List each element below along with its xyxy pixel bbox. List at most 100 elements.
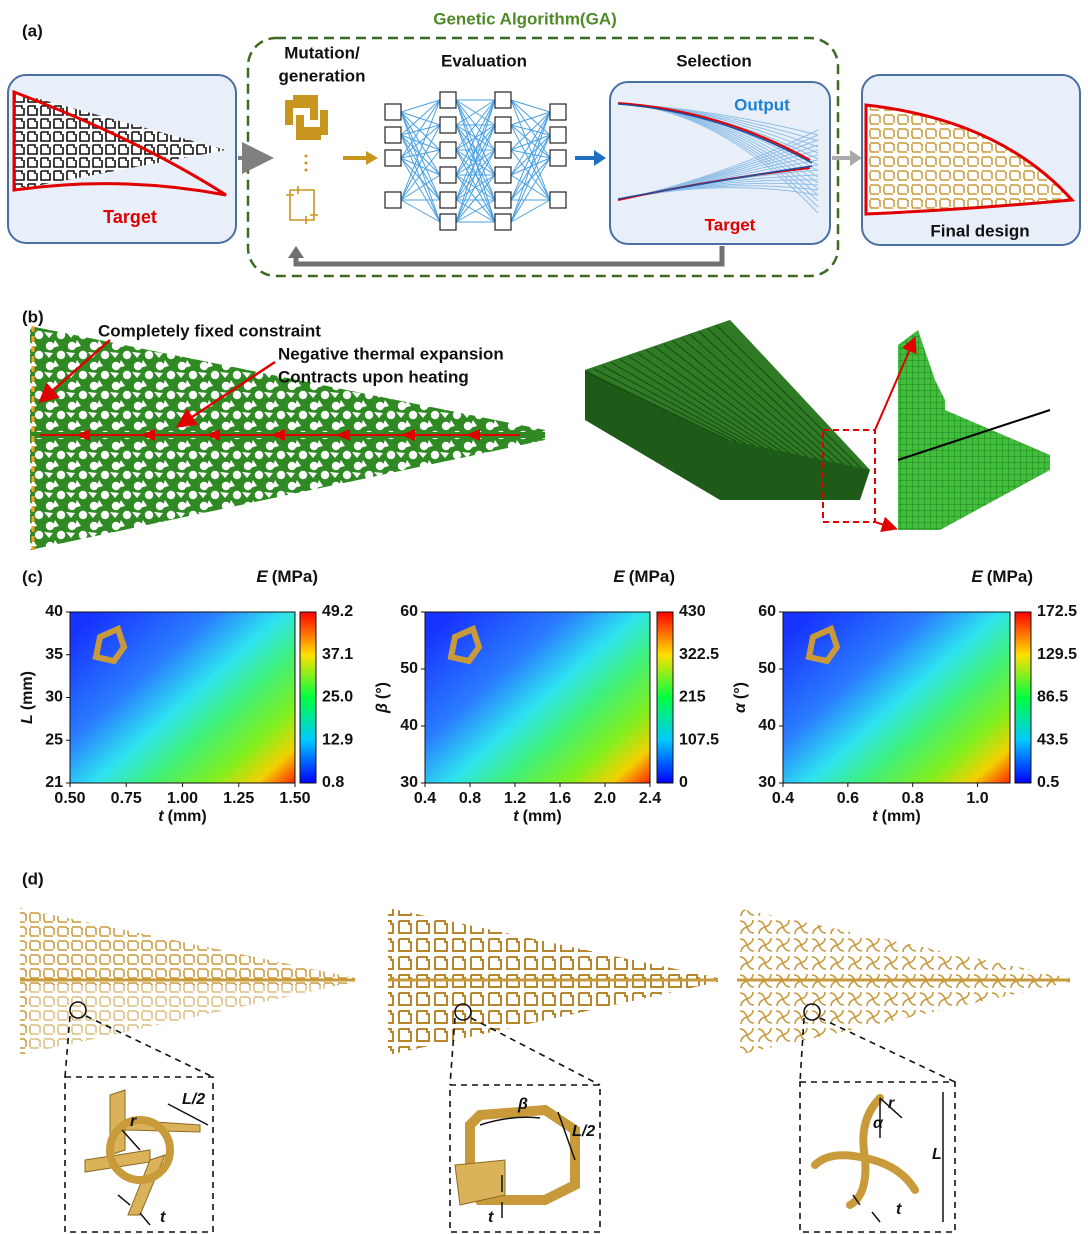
ga-title: Genetic Algorithm(GA) [433,9,617,28]
nn-node [495,167,511,183]
colorbar-tick-label: 172.5 [1037,603,1077,620]
y-tick-label: 50 [758,660,776,677]
x-tick-label: 0.75 [111,790,142,807]
y-tick-label: 30 [400,774,418,791]
symbol: α [732,702,749,713]
dimension-label: α [873,1115,884,1132]
dimension-label: r [130,1113,137,1130]
nn-node [550,104,566,120]
y-tick-label: 50 [400,660,418,677]
dimension-label: β [517,1096,528,1113]
unit: (mm) [523,808,562,825]
symbol: t [513,808,519,825]
panel-label: (d) [22,869,44,888]
x-tick-label: 1.50 [279,790,310,807]
return-arrow [296,246,722,264]
x-tick-label: 1.25 [223,790,254,807]
nn-edge [511,200,550,222]
unit: (mm) [19,671,36,710]
nn-edge [511,125,550,200]
dimension-label: t [896,1201,902,1218]
x-tick-label: 1.6 [549,790,571,807]
panel-label: (b) [22,307,44,326]
nn-node [440,92,456,108]
step-label: generation [279,66,366,85]
colorbar [1015,612,1031,783]
colorbar-tick-label: 107.5 [679,731,719,748]
x-tick-label: 1.2 [504,790,526,807]
nn-node [495,92,511,108]
final-label: Final design [930,221,1029,240]
colorbar-label: E(MPa) [613,567,675,586]
nn-node [495,192,511,208]
x-tick-label: 0.4 [414,790,436,807]
y-tick-label: 35 [45,646,63,663]
nn-node [440,192,456,208]
dimension-label: L/2 [182,1091,205,1108]
unit-cell-3d [85,1090,200,1215]
panel-label: (c) [22,567,43,586]
x-axis-label: t(mm) [158,808,206,825]
symbol: L [19,714,36,724]
nn-edge [401,150,440,200]
unit: (°) [732,682,749,699]
colorbar-tick-label: 215 [679,689,706,706]
x-tick-label: 2.4 [639,790,661,807]
dimension-label: t [160,1209,166,1226]
symbol: E [256,567,268,586]
x-tick-label: 2.0 [594,790,616,807]
colorbar-tick-label: 86.5 [1037,689,1068,706]
symbol: β [374,703,391,714]
x-tick-label: 0.8 [902,790,924,807]
nn-edge [401,158,440,175]
annotation: Contracts upon heating [278,367,469,386]
y-axis-label: β(°) [374,682,391,714]
y-tick-label: 21 [45,774,63,791]
nn-node [385,150,401,166]
colorbar [657,612,673,783]
target-label: Target [705,215,756,234]
arrowhead [288,246,304,258]
x-tick-label: 1.00 [167,790,198,807]
nn-node [440,167,456,183]
x-axis-label: t(mm) [872,808,920,825]
colorbar-label: E(MPa) [971,567,1033,586]
nn-node [440,214,456,230]
x-axis-label: t(mm) [513,808,561,825]
nn-node [550,150,566,166]
zoom-arrow [875,522,894,528]
nn-node [385,104,401,120]
y-tick-label: 40 [45,603,63,620]
unit-cell-icon [286,186,318,224]
neural-network [385,92,566,230]
symbol: E [613,567,625,586]
y-tick-label: 30 [758,774,776,791]
colorbar-tick-label: 49.2 [322,603,353,620]
panel-b: (b) Completely fixed constraint Negative… [22,307,1050,550]
dots [305,155,308,172]
step-label: Selection [676,51,752,70]
y-tick-label: 30 [45,689,63,706]
y-tick-label: 25 [45,731,63,748]
output-label: Output [734,95,790,114]
x-tick-label: 1.0 [966,790,988,807]
colorbar-tick-label: 0.5 [1037,774,1059,791]
figure: (a) Genetic Algorithm(GA) Target Mutatio… [0,0,1088,1234]
nn-node [495,214,511,230]
target-label: Target [103,207,157,227]
nn-node [550,192,566,208]
dimension-label: r [888,1095,895,1112]
colorbar-tick-label: 37.1 [322,646,353,663]
dimension-label: t [488,1209,494,1226]
colorbar-tick-label: 12.9 [322,731,353,748]
unit: (MPa) [629,567,675,586]
nn-edge [401,125,440,200]
shade [30,985,355,1055]
panel-a: (a) Genetic Algorithm(GA) Target Mutatio… [8,9,1080,276]
unit: (MPa) [272,567,318,586]
colorbar-tick-label: 322.5 [679,646,719,663]
nn-edge [511,112,550,200]
unit: (mm) [882,808,921,825]
arrowhead [850,150,862,166]
nn-edge [401,100,440,112]
